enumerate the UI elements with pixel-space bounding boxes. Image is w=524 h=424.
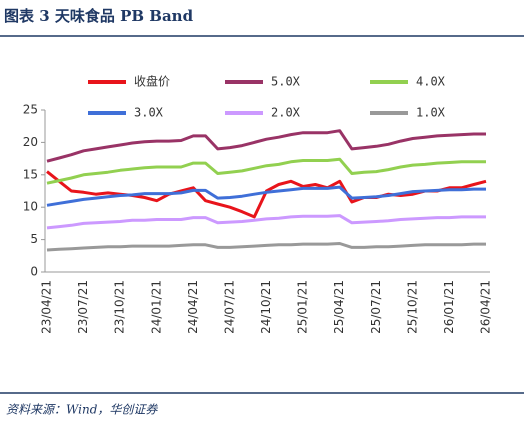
legend-label: 5.0X [271, 75, 301, 89]
x-tick-label: 25/10/21 [405, 280, 419, 334]
x-tick-label: 23/07/21 [76, 280, 90, 334]
series-line [46, 242, 486, 252]
x-tick-label: 26/04/21 [479, 280, 493, 334]
y-tick-label: 15 [23, 167, 38, 181]
y-tick-label: 25 [23, 103, 38, 117]
x-tick-label: 24/01/21 [149, 280, 163, 334]
legend-label: 4.0X [416, 75, 446, 89]
x-tick-label: 25/04/21 [332, 280, 346, 334]
x-tick-label: 23/10/21 [113, 280, 127, 334]
x-tick-label: 24/07/21 [222, 280, 236, 334]
source: 资料来源：Wind，华创证券 [6, 403, 158, 417]
chart-title: 图表 3 天味食品 PB Band [4, 7, 194, 25]
x-tick-label: 24/10/21 [259, 280, 273, 334]
series-line [46, 214, 486, 230]
x-tick-label: 25/07/21 [369, 280, 383, 334]
legend-label: 3.0X [134, 106, 164, 120]
series-line [46, 170, 487, 219]
y-tick-label: 0 [30, 265, 38, 279]
y-tick-label: 10 [23, 200, 38, 214]
x-tick-label: 24/04/21 [186, 280, 200, 334]
legend-label: 1.0X [416, 106, 446, 120]
x-tick-label: 25/01/21 [296, 280, 310, 334]
x-tick-label: 23/04/21 [40, 280, 54, 334]
y-tick-label: 20 [23, 135, 38, 149]
series-line [46, 129, 486, 163]
series-line [46, 157, 486, 185]
series-line [46, 185, 486, 207]
legend-label: 收盘价 [134, 74, 170, 89]
y-tick-label: 5 [30, 232, 38, 246]
legend-label: 2.0X [271, 106, 301, 120]
x-tick-label: 26/01/21 [442, 280, 456, 334]
